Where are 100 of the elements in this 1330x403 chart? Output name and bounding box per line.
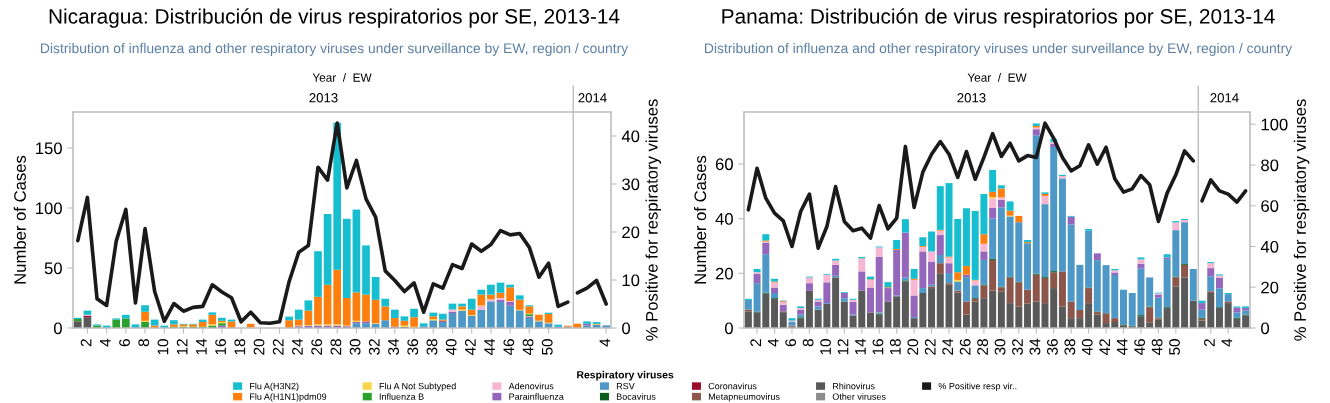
- chart-subtitle: Distribution of influenza and other respiratory viruses under surveillance by EW, region / country: [41, 43, 629, 56]
- x-tick-label: 40: [445, 339, 457, 356]
- x-tick-label: 12: [837, 339, 849, 355]
- x-tick-label: 18: [234, 339, 246, 355]
- x-tick-label: 32: [1012, 339, 1023, 355]
- y2-tick-label: 0: [622, 322, 631, 335]
- y2-tick-label: 10: [622, 274, 640, 287]
- x-tick-label: 50: [1169, 339, 1180, 355]
- x-tick-label: 24: [942, 338, 953, 355]
- x-tick-label: 16: [215, 339, 227, 355]
- y2-tick-label: 0: [1261, 322, 1270, 335]
- y2-tick-label: 40: [1260, 240, 1279, 253]
- x-tick-label: 4: [767, 338, 779, 347]
- x-tick-label: 24: [292, 338, 303, 355]
- chart-title: Nicaragua: Distribución de virus respiratorios por SE, 2013-14: [49, 8, 620, 28]
- y2-tick-label: 80: [1261, 159, 1279, 172]
- x-tick-label: 26: [311, 339, 323, 355]
- x-tick-label: 8: [802, 339, 814, 347]
- x-tick-label: 44: [1116, 338, 1128, 356]
- legend-label: Adenovirus: [508, 382, 554, 390]
- x-tick-label: 6: [785, 339, 797, 347]
- x-tick-label: 20: [253, 339, 265, 355]
- y2-tick-label: 20: [622, 226, 640, 239]
- x-tick-label: 4: [1221, 338, 1233, 347]
- x-tick-label: 2: [1204, 339, 1215, 347]
- x-tick-label: 30: [994, 339, 1006, 355]
- x-tick-label: 38: [426, 339, 438, 355]
- x-tick-label: 36: [1046, 339, 1058, 355]
- x-tick-label: 12: [176, 339, 188, 355]
- x-tick-label: 34: [388, 338, 399, 355]
- legend-label: Flu A(H3N2): [250, 382, 299, 392]
- x2-tick-label: 2014: [578, 93, 607, 103]
- x-tick-label: 28: [330, 339, 342, 355]
- y-tick-label: 100: [36, 202, 62, 215]
- x-tick-label: 46: [503, 339, 515, 356]
- x-tick-label: 14: [855, 338, 866, 355]
- y-tick-label: 20: [715, 267, 733, 280]
- x-tick-label: 34: [1029, 338, 1041, 355]
- y-tick-label: 40: [715, 213, 733, 225]
- x-tick-label: 2: [80, 339, 92, 347]
- y-axis-title: Number of Cases: [13, 155, 26, 284]
- legend-label: Flu A Not Subtyped: [379, 382, 456, 392]
- x-tick-label: 26: [959, 339, 971, 355]
- x-tick-label: 44: [484, 338, 495, 356]
- chart-title: Panama: Distribución de virus respiratorios por SE, 2013-14: [722, 8, 1275, 28]
- x-tick-label: 50: [541, 339, 553, 355]
- y-tick-label: 60: [715, 158, 733, 171]
- x-tick-label: 22: [272, 339, 284, 355]
- x-tick-label: 18: [889, 339, 901, 355]
- y2-tick-label: 60: [1261, 200, 1279, 212]
- x-tick-label: 40: [1081, 339, 1093, 356]
- legend-label: Coronavirus: [708, 382, 757, 390]
- legend-label: Metapneumovirus: [708, 393, 780, 402]
- x-tick-label: 6: [119, 339, 130, 347]
- x-tick-label: 42: [1099, 339, 1110, 356]
- y2-tick-label: 30: [622, 178, 640, 191]
- y2-axis-title: % Positive for respiratory viruses: [645, 99, 662, 341]
- x-tick-label: 4: [100, 338, 111, 347]
- x-tick-label: 36: [407, 339, 419, 355]
- legend-label: Rhinovirus: [833, 382, 875, 390]
- y2-tick-label: 20: [1261, 281, 1279, 294]
- y-axis-title: Number of Cases: [693, 155, 707, 284]
- legend-label: Other viruses: [832, 393, 886, 400]
- x-tick-label: 38: [1064, 339, 1076, 355]
- legend-label: Parainfluenza: [509, 393, 564, 400]
- legend-title: Respiratory viruses: [577, 370, 674, 381]
- y-tick-label: 0: [724, 322, 733, 335]
- x-tick-label: 20: [907, 339, 919, 355]
- legend-label: Flu A(H1N1)pdm09: [250, 393, 327, 402]
- x-tick-label: 14: [196, 338, 207, 355]
- y-tick-label: 150: [36, 142, 62, 155]
- x-tick-label: 48: [1151, 339, 1163, 356]
- x-tick-label: 10: [820, 339, 831, 355]
- y-tick-label: 0: [53, 322, 62, 335]
- chart-subtitle: Distribution of influenza and other respiratory viruses under surveillance by EW, region / country: [705, 43, 1293, 56]
- x-tick-label: 8: [138, 339, 150, 347]
- x2-tick-label: 2013: [309, 93, 338, 103]
- x-tick-label: 28: [977, 339, 989, 355]
- legend-label: % Positive resp vir..: [938, 382, 1017, 392]
- x2-axis-title: Year / EW: [312, 73, 372, 82]
- y2-tick-label: 100: [1261, 118, 1288, 131]
- legend-label: Bocavirus: [616, 393, 656, 400]
- x-tick-label: 4: [599, 338, 611, 347]
- x2-axis-title: Year / EW: [967, 73, 1027, 82]
- x-tick-label: 42: [464, 339, 476, 356]
- x-tick-label: 48: [522, 339, 534, 356]
- y2-axis-title: % Positive for respiratory viruses: [1293, 99, 1310, 341]
- x-tick-label: 46: [1134, 339, 1146, 356]
- x2-tick-label: 2013: [957, 93, 986, 103]
- x-tick-label: 22: [924, 339, 936, 355]
- x-tick-label: 10: [157, 339, 169, 355]
- y-tick-label: 50: [44, 262, 62, 275]
- x-tick-label: 16: [872, 339, 884, 355]
- x-tick-label: 2: [750, 339, 762, 347]
- legend-label: RSV: [616, 382, 635, 390]
- x-tick-label: 30: [349, 339, 361, 355]
- x-tick-label: 32: [368, 339, 380, 355]
- y2-tick-label: 40: [621, 130, 640, 143]
- x2-tick-label: 2014: [1210, 93, 1239, 103]
- legend-label: Influenza B: [379, 393, 424, 400]
